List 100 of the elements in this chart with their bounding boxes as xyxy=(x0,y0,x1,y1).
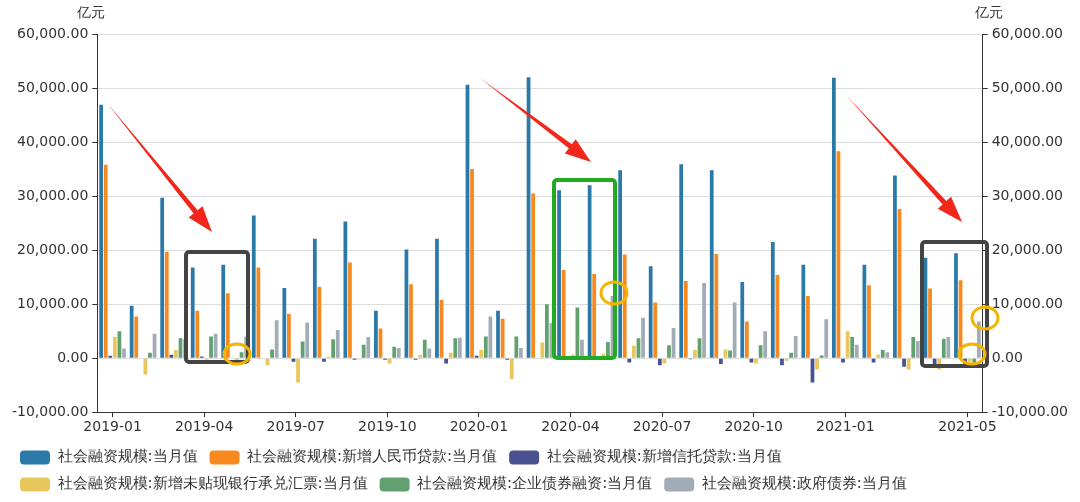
bar xyxy=(854,344,859,358)
bar xyxy=(780,358,784,366)
bar xyxy=(483,336,488,358)
y2-tick-label: 60,000.00 xyxy=(991,24,1063,41)
bar xyxy=(967,358,972,362)
x-tick-label: 2019-10 xyxy=(358,418,417,435)
legend-label: 社会融资规模:新增信托贷款:当月值 xyxy=(546,447,782,466)
bar xyxy=(902,358,906,367)
bar xyxy=(653,302,658,358)
x-tick-label: 2021-01 xyxy=(816,418,875,435)
x-tick-label: 2019-04 xyxy=(174,418,234,435)
y-tick-label: 60,000.00 xyxy=(17,24,89,41)
bar xyxy=(348,262,352,358)
bar xyxy=(361,344,366,358)
bar xyxy=(954,253,958,358)
y-tick-label: 10,000.00 xyxy=(17,294,89,311)
bar xyxy=(164,251,169,358)
bar xyxy=(190,267,195,358)
bar xyxy=(160,197,165,358)
y2-tick-label: 10,000.00 xyxy=(991,294,1063,311)
legend-label: 社会融资规模:当月值 xyxy=(57,447,198,466)
bar xyxy=(225,293,230,358)
bar xyxy=(305,322,310,358)
bar xyxy=(719,358,723,365)
bar xyxy=(519,347,523,358)
bar xyxy=(763,331,768,358)
y-tick-label: 0.00 xyxy=(57,348,89,365)
legend-label: 社会融资规模:企业债券融资:当月值 xyxy=(417,474,653,493)
bar xyxy=(911,337,916,358)
bar xyxy=(618,170,623,358)
y-tick-label: -10,000.00 xyxy=(11,402,89,419)
bar xyxy=(831,77,836,358)
bar xyxy=(531,193,536,358)
bar xyxy=(453,338,458,358)
bar xyxy=(122,348,126,358)
bar xyxy=(239,352,244,358)
y-tick-label: 20,000.00 xyxy=(17,240,89,257)
y2-tick-label: 40,000.00 xyxy=(991,132,1063,149)
bar xyxy=(714,253,719,358)
y2-tick-label: 0.00 xyxy=(991,348,1023,365)
bar xyxy=(174,350,178,358)
bar xyxy=(322,358,326,362)
bar xyxy=(648,266,653,358)
bar xyxy=(470,169,474,358)
bar xyxy=(540,342,545,358)
bar xyxy=(195,310,200,358)
bar xyxy=(544,304,549,358)
bar xyxy=(427,348,432,358)
bar xyxy=(793,336,798,358)
y-tick-label: 40,000.00 xyxy=(17,132,89,149)
x-tick-label: 2020-01 xyxy=(449,418,509,435)
bar xyxy=(693,350,697,358)
bar xyxy=(496,310,500,358)
bar xyxy=(418,354,423,358)
legend-label: 社会融资规模:新增未贴现银行承兑汇票:当月值 xyxy=(57,474,368,493)
bar xyxy=(509,358,514,380)
bar xyxy=(850,337,855,358)
bar xyxy=(134,316,139,358)
bar xyxy=(592,273,597,358)
bar xyxy=(422,339,427,358)
bar xyxy=(876,354,881,358)
bar xyxy=(396,347,401,358)
y2-tick-label: 30,000.00 xyxy=(991,186,1063,203)
bar xyxy=(409,284,413,358)
bar xyxy=(99,104,103,358)
bar xyxy=(641,317,645,358)
bar xyxy=(169,354,174,358)
y-tick-label: 30,000.00 xyxy=(17,186,89,203)
bar xyxy=(129,305,134,358)
bar xyxy=(209,336,213,358)
bar xyxy=(300,341,305,358)
y2-tick-label: -10,000.00 xyxy=(991,402,1069,419)
bar xyxy=(296,358,300,383)
bar xyxy=(251,215,256,358)
bar xyxy=(801,264,806,358)
x-tick-label: 2021-05 xyxy=(938,418,997,435)
bar xyxy=(815,358,819,370)
bar xyxy=(906,358,911,370)
y-tick-label: 50,000.00 xyxy=(17,78,89,95)
bar xyxy=(561,270,566,358)
bar xyxy=(732,302,737,358)
bar xyxy=(819,355,824,358)
y2-axis-title: 亿元 xyxy=(973,3,1003,20)
bar xyxy=(312,238,317,358)
bar xyxy=(287,313,291,358)
bar xyxy=(667,345,671,358)
bar xyxy=(343,221,348,358)
legend-label: 社会融资规模:政府债券:当月值 xyxy=(701,474,907,493)
bar xyxy=(457,337,462,358)
bar xyxy=(770,242,775,358)
bar xyxy=(867,285,871,358)
legend-label: 社会融资规模:新增人民币贷款:当月值 xyxy=(247,447,498,466)
y2-tick-label: 20,000.00 xyxy=(991,240,1063,257)
bar xyxy=(435,238,439,358)
bar xyxy=(941,338,946,358)
bar xyxy=(709,170,714,358)
bar xyxy=(444,358,448,364)
bar xyxy=(448,352,453,358)
bar xyxy=(806,296,810,358)
bar xyxy=(928,288,932,358)
